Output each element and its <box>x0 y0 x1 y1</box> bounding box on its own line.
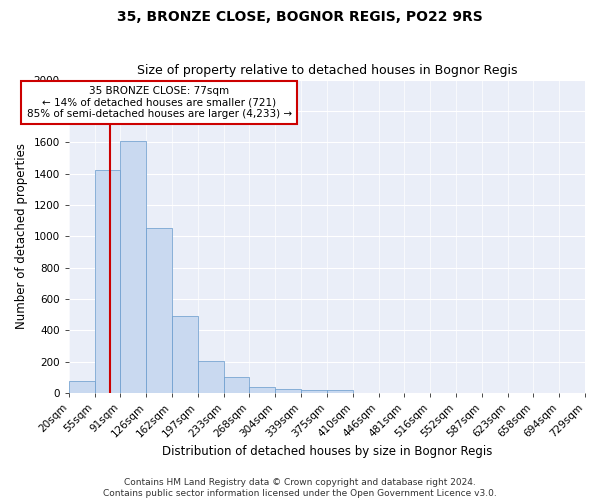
Bar <box>121 140 146 393</box>
Bar <box>327 390 353 393</box>
Bar <box>146 228 172 393</box>
Bar <box>250 387 275 393</box>
Bar <box>275 388 301 393</box>
Bar <box>172 316 198 393</box>
Bar <box>198 361 224 393</box>
Title: Size of property relative to detached houses in Bognor Regis: Size of property relative to detached ho… <box>137 64 517 77</box>
X-axis label: Distribution of detached houses by size in Bognor Regis: Distribution of detached houses by size … <box>162 444 492 458</box>
Text: 35 BRONZE CLOSE: 77sqm
← 14% of detached houses are smaller (721)
85% of semi-de: 35 BRONZE CLOSE: 77sqm ← 14% of detached… <box>26 86 292 119</box>
Bar <box>95 170 121 393</box>
Text: 35, BRONZE CLOSE, BOGNOR REGIS, PO22 9RS: 35, BRONZE CLOSE, BOGNOR REGIS, PO22 9RS <box>117 10 483 24</box>
Bar <box>301 390 327 393</box>
Bar <box>224 376 250 393</box>
Text: Contains HM Land Registry data © Crown copyright and database right 2024.
Contai: Contains HM Land Registry data © Crown c… <box>103 478 497 498</box>
Bar <box>69 380 95 393</box>
Y-axis label: Number of detached properties: Number of detached properties <box>15 144 28 330</box>
